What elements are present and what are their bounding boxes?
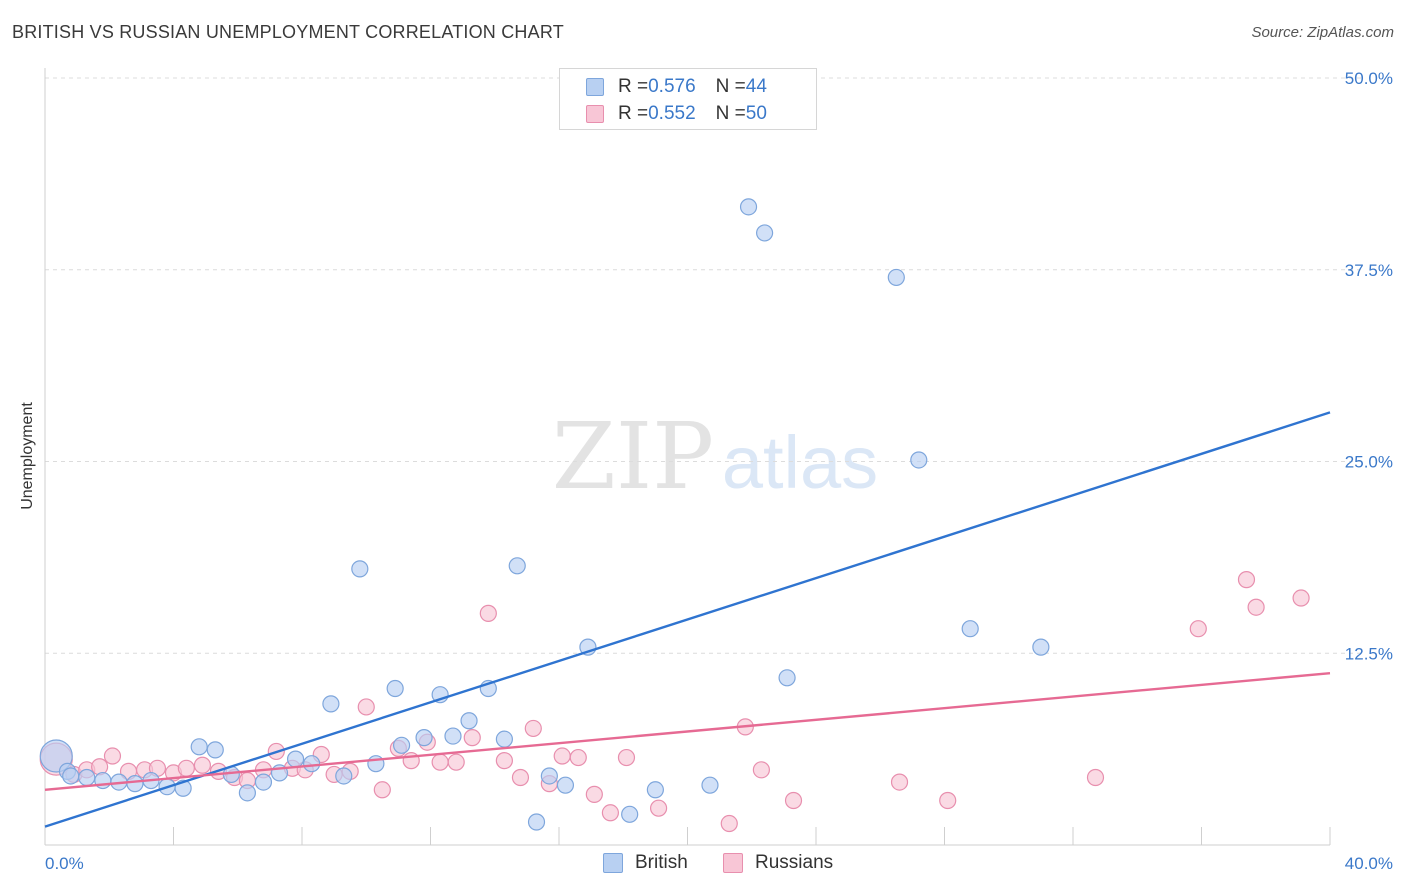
russians-n-value: 50 bbox=[745, 103, 767, 124]
british-point bbox=[238, 784, 256, 802]
y-tick-label: 12.5% bbox=[1345, 644, 1393, 663]
russian-point bbox=[495, 752, 513, 770]
series-legend: British Russians bbox=[0, 852, 1406, 878]
british-r-value: 0.576 bbox=[648, 76, 696, 97]
russian-point bbox=[511, 768, 530, 787]
british-point bbox=[1032, 638, 1050, 656]
british-point bbox=[415, 729, 433, 747]
russian-point bbox=[720, 814, 738, 833]
british-point bbox=[392, 736, 411, 754]
british-point bbox=[739, 198, 758, 216]
british-swatch bbox=[586, 78, 604, 96]
british-point bbox=[495, 730, 513, 748]
british-point bbox=[286, 750, 305, 768]
british-point bbox=[910, 451, 928, 469]
chart-title: BRITISH VS RUSSIAN UNEMPLOYMENT CORRELAT… bbox=[12, 22, 564, 42]
british-point bbox=[646, 781, 664, 799]
british-point bbox=[62, 767, 80, 785]
russian-point bbox=[1292, 589, 1310, 607]
correlation-legend: R = 0.576 N = 44 R = 0.552 N = 50 bbox=[559, 68, 817, 130]
y-tick-label: 50.0% bbox=[1345, 69, 1393, 88]
british-point bbox=[556, 776, 575, 794]
russian-point bbox=[431, 753, 449, 771]
russian-point bbox=[569, 748, 587, 767]
legend-item-british: British bbox=[603, 852, 688, 874]
y-tick-label: 37.5% bbox=[1345, 261, 1393, 280]
british-point bbox=[126, 775, 144, 793]
british-point bbox=[303, 755, 321, 773]
legend-british-label: British bbox=[635, 852, 688, 873]
russian-point bbox=[784, 791, 803, 810]
russian-point bbox=[553, 747, 571, 765]
british-trend-line bbox=[44, 411, 1331, 828]
russian-point bbox=[447, 753, 465, 771]
british-point bbox=[460, 712, 478, 730]
russians-r-value: 0.552 bbox=[648, 103, 696, 124]
russian-point bbox=[177, 759, 195, 777]
british-point bbox=[78, 768, 96, 787]
legend-russians-swatch bbox=[723, 853, 743, 873]
russian-point bbox=[890, 773, 909, 791]
y-tick-label: 25.0% bbox=[1345, 453, 1393, 472]
legend-item-russians: Russians bbox=[723, 852, 833, 874]
british-point bbox=[322, 695, 340, 713]
source-label: Source: ZipAtlas.com bbox=[1251, 24, 1394, 41]
x-tick-label-min: 0.0% bbox=[45, 854, 84, 873]
russian-point bbox=[939, 791, 957, 810]
british-point bbox=[961, 620, 979, 638]
russians-n-label: N = bbox=[715, 103, 746, 124]
russian-point bbox=[1247, 598, 1265, 616]
x-tick-label-max: 40.0% bbox=[1345, 854, 1393, 873]
british-n-value: 44 bbox=[745, 76, 767, 97]
russian-point bbox=[585, 785, 603, 803]
russian-point bbox=[103, 747, 122, 765]
british-point bbox=[254, 773, 273, 791]
british-point bbox=[540, 767, 558, 785]
russian-point bbox=[463, 729, 481, 747]
british-point bbox=[527, 813, 546, 831]
russian-point bbox=[617, 748, 636, 767]
british-point bbox=[887, 268, 905, 287]
russian-point bbox=[193, 756, 212, 774]
russian-point bbox=[1189, 620, 1207, 638]
british-point bbox=[190, 738, 208, 756]
russian-point bbox=[357, 698, 375, 716]
russian-point bbox=[752, 761, 770, 779]
russian-point bbox=[524, 719, 542, 738]
russians-swatch bbox=[586, 105, 604, 123]
watermark-zip: ZIP bbox=[552, 403, 714, 510]
british-r-label: R = bbox=[618, 76, 649, 97]
russian-trend-line bbox=[44, 671, 1331, 791]
russian-point bbox=[479, 604, 497, 622]
british-point bbox=[755, 224, 774, 242]
british-point bbox=[351, 560, 369, 578]
legend-british-swatch bbox=[603, 853, 623, 873]
watermark-atlas: atlas bbox=[722, 421, 878, 504]
russian-point bbox=[649, 799, 668, 817]
russian-point bbox=[1086, 768, 1105, 787]
russian-point bbox=[1237, 571, 1256, 589]
british-point bbox=[701, 776, 719, 794]
legend-row-russians: R = 0.552 N = 50 bbox=[586, 102, 767, 126]
legend-russians-label: Russians bbox=[755, 852, 834, 873]
british-point bbox=[386, 679, 404, 698]
british-point bbox=[444, 727, 462, 745]
british-point bbox=[508, 557, 526, 575]
russians-r-label: R = bbox=[618, 103, 649, 124]
british-point bbox=[621, 805, 639, 823]
british-point bbox=[206, 741, 224, 759]
british-point bbox=[778, 669, 796, 687]
legend-row-british: R = 0.576 N = 44 bbox=[586, 75, 767, 99]
russian-point bbox=[373, 781, 391, 799]
british-point bbox=[335, 767, 353, 785]
british-n-label: N = bbox=[715, 76, 746, 97]
russian-point bbox=[601, 804, 620, 822]
